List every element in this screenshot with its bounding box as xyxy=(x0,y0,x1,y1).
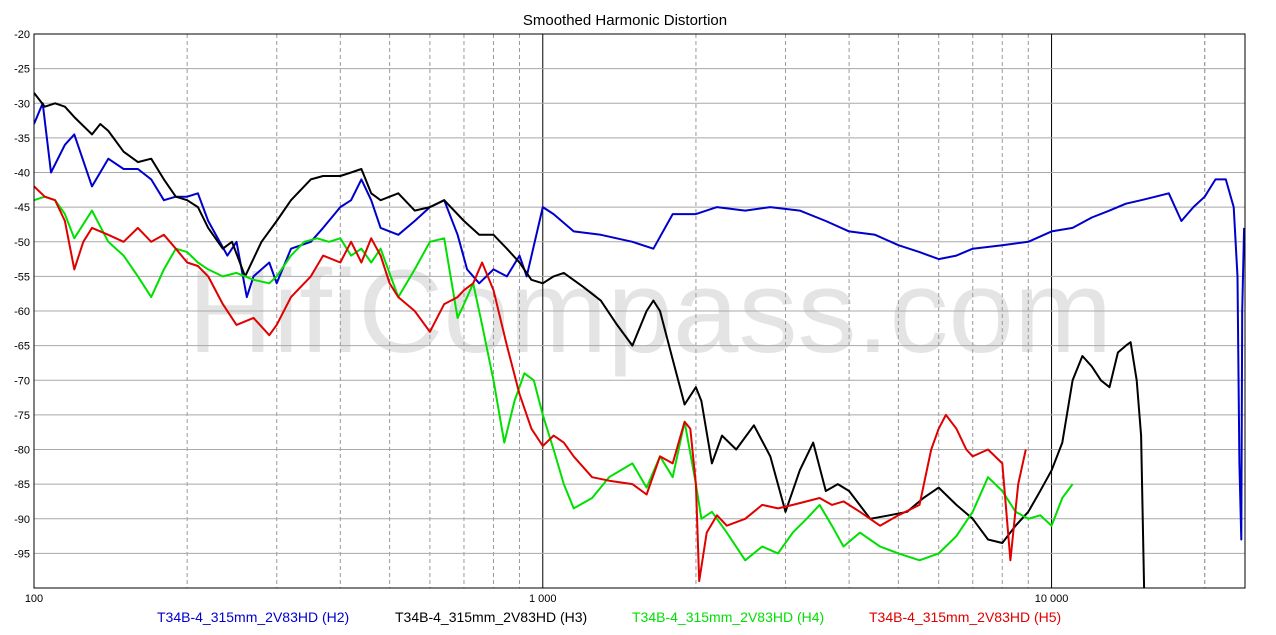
x-tick-label: 100 xyxy=(25,593,43,605)
y-tick-label: -55 xyxy=(14,271,30,283)
series-line-1 xyxy=(34,102,1245,541)
y-tick-label: -30 xyxy=(14,98,30,110)
y-tick-label: -85 xyxy=(14,479,30,491)
series-lines xyxy=(34,92,1245,588)
y-tick-label: -75 xyxy=(14,410,30,422)
legend: T34B-4_315mm_2V83HD (H2) T34B-4_315mm_2V8… xyxy=(157,609,1061,625)
y-tick-label: -80 xyxy=(14,445,30,457)
plot-frame xyxy=(33,33,1246,589)
chart-title: Smoothed Harmonic Distortion xyxy=(523,12,727,29)
y-tick-label: -50 xyxy=(14,237,30,249)
y-axis-ticks: -20 -25 -30 -35 -40 -45 -50 -55 -60 -65 -70 -75 -80 -… xyxy=(14,29,30,560)
series-line-3 xyxy=(34,195,1074,562)
x-tick-label: 10 000 xyxy=(1035,593,1069,605)
x-axis-ticks: 100 1 000 10 000 xyxy=(25,593,1069,605)
y-tick-label: -25 xyxy=(14,64,30,76)
legend-entry-1: T34B-4_315mm_2V83HD (H2) xyxy=(157,609,349,625)
y-tick-label: -45 xyxy=(14,202,30,214)
y-tick-label: -65 xyxy=(14,341,30,353)
y-tick-label: -20 xyxy=(14,29,30,41)
legend-entry-3: T34B-4_315mm_2V83HD (H4) xyxy=(632,609,824,625)
y-tick-label: -35 xyxy=(14,133,30,145)
y-tick-label: -95 xyxy=(14,548,30,560)
series-line-4 xyxy=(34,185,1027,583)
legend-entry-2: T34B-4_315mm_2V83HD (H3) xyxy=(395,609,587,625)
y-tick-label: -70 xyxy=(14,375,30,387)
y-tick-label: -60 xyxy=(14,306,30,318)
y-tick-label: -40 xyxy=(14,168,30,180)
series-line-2 xyxy=(34,92,1146,588)
grid-lines xyxy=(33,33,1245,588)
y-tick-label: -90 xyxy=(14,514,30,526)
x-tick-label: 1 000 xyxy=(529,593,557,605)
watermark: HifiCompass.com xyxy=(188,246,1113,378)
legend-entry-4: T34B-4_315mm_2V83HD (H5) xyxy=(869,609,1061,625)
